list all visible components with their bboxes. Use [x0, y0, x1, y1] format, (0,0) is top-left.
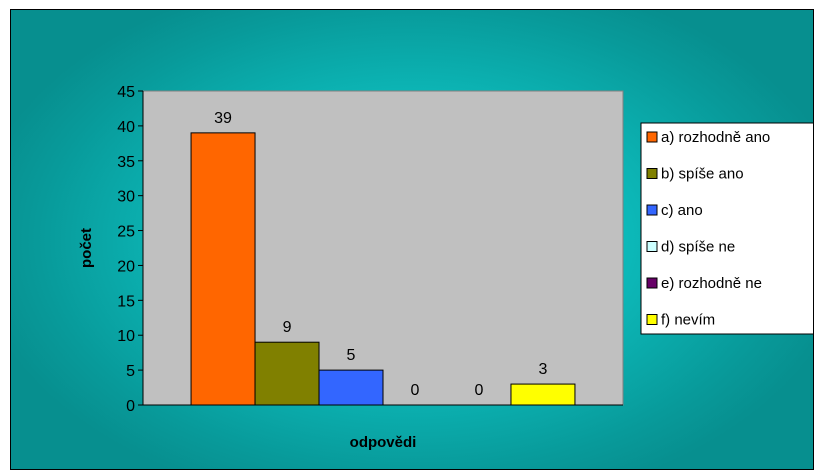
- data-label: 39: [214, 110, 232, 127]
- legend-label: b) spíše ano: [661, 166, 744, 183]
- bar: [510, 383, 576, 406]
- bars: [190, 132, 576, 406]
- bar: [254, 341, 320, 406]
- y-tick-label: 0: [126, 398, 135, 415]
- y-tick-label: 20: [117, 258, 135, 275]
- chart-area: 0 5 10 15 20 25 30 35 40 45 39 9 5 0 0 3 počet odpověd…: [10, 9, 814, 470]
- legend-label: d) spíše ne: [661, 239, 735, 256]
- data-label: 0: [475, 382, 484, 399]
- legend: a) rozhodně ano b) spíše ano c) ano d) spíš…: [646, 129, 770, 329]
- data-labels: 39 9 5 0 0 3: [214, 110, 547, 399]
- legend-label: e) rozhodně ne: [661, 275, 762, 292]
- legend-swatch: [646, 204, 658, 216]
- data-label: 3: [539, 361, 548, 378]
- data-label: 9: [283, 319, 292, 336]
- y-tick-label: 30: [117, 189, 135, 206]
- legend-swatch: [646, 314, 658, 325]
- legend-label: a) rozhodně ano: [661, 129, 770, 146]
- legend-label: c) ano: [661, 202, 703, 219]
- data-label: 0: [411, 382, 420, 399]
- y-tick-label: 10: [117, 328, 135, 345]
- y-tick-label: 25: [117, 224, 135, 241]
- legend-box: [640, 122, 813, 335]
- y-tick-label: 35: [117, 154, 135, 171]
- legend-swatch: [646, 168, 658, 179]
- y-tick-label: 15: [117, 293, 135, 310]
- legend-swatch: [646, 241, 658, 252]
- legend-swatch: [646, 277, 658, 289]
- y-tick-label: 40: [117, 119, 135, 136]
- y-axis-title: počet: [78, 228, 95, 268]
- y-tick-label: 5: [126, 363, 135, 380]
- bar: [190, 132, 256, 406]
- legend-swatch: [646, 131, 658, 143]
- bar: [318, 369, 384, 406]
- x-axis-title: odpovědi: [350, 434, 417, 451]
- legend-label: f) nevím: [661, 312, 715, 329]
- data-label: 5: [347, 347, 356, 364]
- y-tick-label: 45: [117, 84, 135, 101]
- bar-chart: 0 5 10 15 20 25 30 35 40 45 39 9 5 0 0 3 počet odpověd…: [78, 84, 813, 451]
